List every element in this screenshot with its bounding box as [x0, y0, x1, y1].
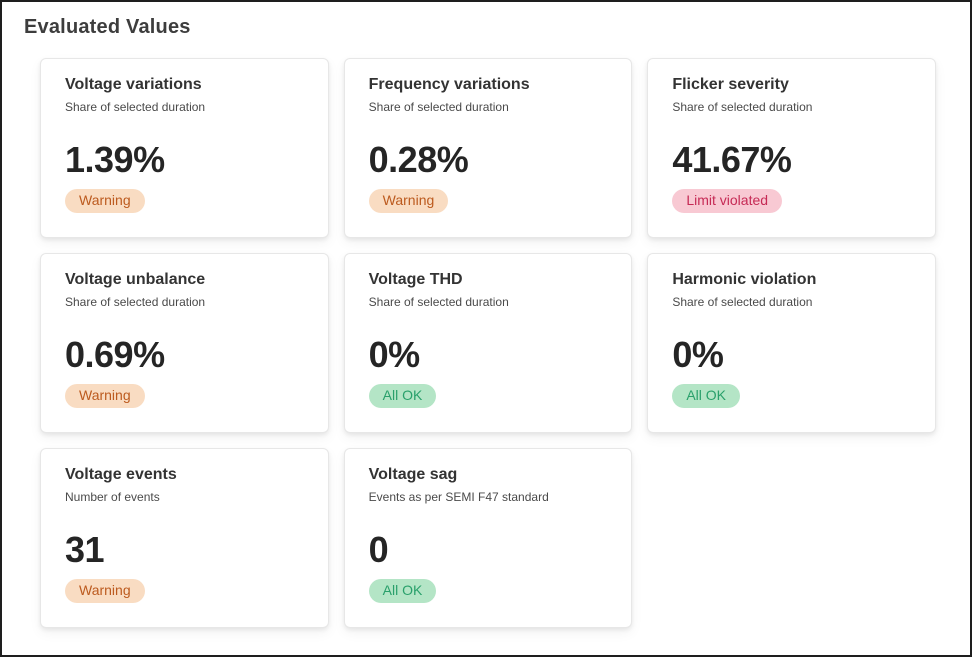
- card-voltage-unbalance: Voltage unbalance Share of selected dura…: [40, 253, 329, 433]
- card-voltage-thd: Voltage THD Share of selected duration 0…: [343, 253, 633, 433]
- status-badge: All OK: [672, 383, 741, 408]
- card-subtitle: Share of selected duration: [65, 100, 206, 114]
- card-voltage-variations: Voltage variations Share of selected dur…: [40, 58, 329, 238]
- card-value: 0.28%: [368, 139, 469, 180]
- card-value: 0: [368, 529, 389, 570]
- card-subtitle: Share of selected duration: [65, 295, 206, 309]
- card-voltage-events: Voltage events Number of events 31 Warni…: [40, 448, 329, 628]
- cards-grid: Voltage variations Share of selected dur…: [40, 58, 936, 628]
- card-title: Voltage sag: [368, 466, 458, 483]
- status-badge: All OK: [368, 383, 437, 408]
- status-badge: Warning: [65, 383, 145, 408]
- card-title: Flicker severity: [672, 76, 789, 93]
- card-title: Frequency variations: [368, 76, 530, 93]
- card-subtitle: Share of selected duration: [368, 295, 509, 309]
- card-subtitle: Events as per SEMI F47 standard: [368, 490, 549, 504]
- status-badge: Warning: [368, 188, 449, 213]
- card-title: Voltage events: [65, 466, 177, 483]
- card-flicker-severity: Flicker severity Share of selected durat…: [647, 58, 936, 238]
- card-title: Voltage unbalance: [65, 271, 206, 288]
- card-harmonic-violation: Harmonic violation Share of selected dur…: [647, 253, 936, 433]
- card-frequency-variations: Frequency variations Share of selected d…: [343, 58, 633, 238]
- page-title: Evaluated Values: [24, 16, 191, 38]
- card-title: Harmonic violation: [672, 271, 817, 288]
- card-subtitle: Share of selected duration: [368, 100, 509, 114]
- card-subtitle: Share of selected duration: [672, 100, 813, 114]
- status-badge: Warning: [65, 578, 145, 603]
- card-title: Voltage variations: [65, 76, 202, 93]
- card-value: 0.69%: [65, 334, 165, 375]
- card-subtitle: Number of events: [65, 490, 160, 504]
- card-value: 0%: [672, 334, 724, 375]
- card-value: 41.67%: [672, 139, 792, 180]
- card-value: 1.39%: [65, 139, 165, 180]
- status-badge: Limit violated: [672, 188, 783, 213]
- card-title: Voltage THD: [368, 271, 463, 288]
- status-badge: All OK: [368, 578, 437, 603]
- status-badge: Warning: [65, 188, 145, 213]
- card-value: 0%: [368, 334, 421, 375]
- card-voltage-sag: Voltage sag Events as per SEMI F47 stand…: [343, 448, 633, 628]
- card-subtitle: Share of selected duration: [672, 295, 813, 309]
- card-value: 31: [65, 529, 105, 570]
